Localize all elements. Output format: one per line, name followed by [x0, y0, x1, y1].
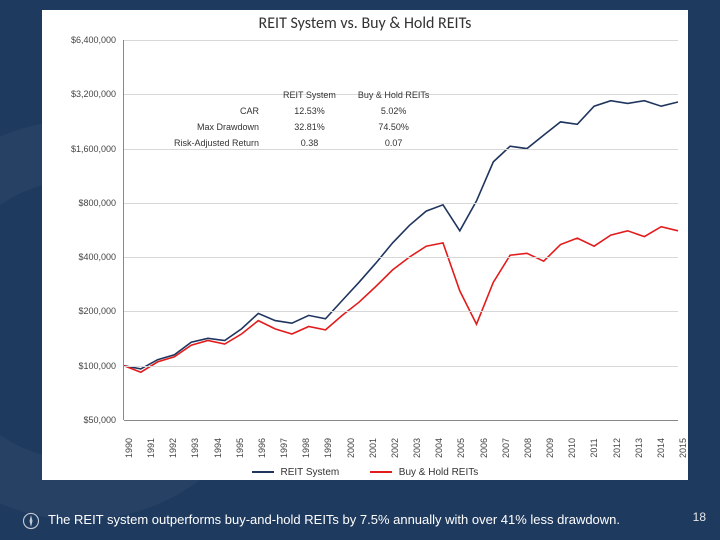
- x-tick-label: 1998: [301, 438, 311, 458]
- stats-row-label: Max Drawdown: [164, 120, 271, 134]
- x-tick-label: 1994: [213, 438, 223, 458]
- x-tick-label: 1997: [279, 438, 289, 458]
- chart-panel: REIT System vs. Buy & Hold REITs $50,000…: [42, 10, 688, 480]
- x-tick-label: 2006: [479, 438, 489, 458]
- chart-title: REIT System vs. Buy & Hold REITs: [42, 10, 688, 33]
- legend-swatch-b: [370, 471, 392, 473]
- x-tick-label: 2002: [390, 438, 400, 458]
- x-tick-label: 1999: [323, 438, 333, 458]
- stats-cell: 5.02%: [348, 104, 440, 118]
- y-tick-label: $800,000: [78, 198, 116, 208]
- x-tick-label: 1990: [124, 438, 134, 458]
- stats-cell: 32.81%: [273, 120, 346, 134]
- x-tick-label: 2009: [545, 438, 555, 458]
- stats-cell: 0.38: [273, 136, 346, 150]
- compass-icon: [22, 512, 40, 530]
- caption-row: The REIT system outperforms buy-and-hold…: [22, 512, 710, 530]
- x-tick-label: 2000: [346, 438, 356, 458]
- gridline: [124, 40, 678, 41]
- y-tick-label: $3,200,000: [71, 89, 116, 99]
- series-line: [124, 227, 678, 373]
- x-tick-label: 1995: [235, 438, 245, 458]
- gridline: [124, 203, 678, 204]
- x-tick-label: 2001: [368, 438, 378, 458]
- y-axis-labels: $50,000$100,000$200,000$400,000$800,000$…: [42, 40, 120, 420]
- y-tick-label: $50,000: [83, 415, 116, 425]
- stats-table: REIT System Buy & Hold REITs CAR 12.53% …: [162, 86, 441, 152]
- stats-cell: 74.50%: [348, 120, 440, 134]
- x-tick-label: 2011: [589, 438, 599, 457]
- x-tick-label: 2005: [456, 438, 466, 458]
- page-number: 18: [693, 510, 706, 524]
- x-tick-label: 1993: [190, 438, 200, 458]
- legend-item: Buy & Hold REITs: [370, 467, 478, 478]
- legend-item: REIT System: [252, 467, 340, 478]
- legend-label: Buy & Hold REITs: [399, 467, 478, 478]
- gridline: [124, 311, 678, 312]
- x-tick-label: 1992: [168, 438, 178, 458]
- gridline: [124, 257, 678, 258]
- x-tick-label: 2003: [412, 438, 422, 458]
- stats-row-label: CAR: [164, 104, 271, 118]
- x-tick-label: 2008: [523, 438, 533, 458]
- stats-col-b: Buy & Hold REITs: [348, 88, 440, 102]
- y-tick-label: $1,600,000: [71, 144, 116, 154]
- x-tick-label: 2013: [634, 438, 644, 458]
- x-tick-label: 2012: [612, 438, 622, 458]
- x-tick-label: 2007: [501, 438, 511, 458]
- x-tick-label: 2015: [678, 438, 688, 458]
- stats-col-a: REIT System: [273, 88, 346, 102]
- legend-swatch-a: [252, 471, 274, 473]
- y-tick-label: $6,400,000: [71, 35, 116, 45]
- y-tick-label: $100,000: [78, 361, 116, 371]
- y-tick-label: $200,000: [78, 306, 116, 316]
- y-tick-label: $400,000: [78, 252, 116, 262]
- x-tick-label: 2010: [567, 438, 577, 458]
- x-axis-labels: 1990 1991 1992 1993 1994 1995 1996 1997 1998 1999…: [124, 422, 678, 462]
- x-tick-label: 1991: [146, 438, 156, 458]
- stats-cell: 12.53%: [273, 104, 346, 118]
- chart-legend: REIT System Buy & Hold REITs: [42, 467, 688, 478]
- x-tick-label: 2014: [656, 438, 666, 458]
- x-tick-label: 1996: [257, 438, 267, 458]
- stats-cell: 0.07: [348, 136, 440, 150]
- legend-label: REIT System: [281, 467, 340, 478]
- x-tick-label: 2004: [434, 438, 444, 458]
- stats-row-label: Risk-Adjusted Return: [164, 136, 271, 150]
- caption-text: The REIT system outperforms buy-and-hold…: [48, 512, 710, 529]
- gridline: [124, 366, 678, 367]
